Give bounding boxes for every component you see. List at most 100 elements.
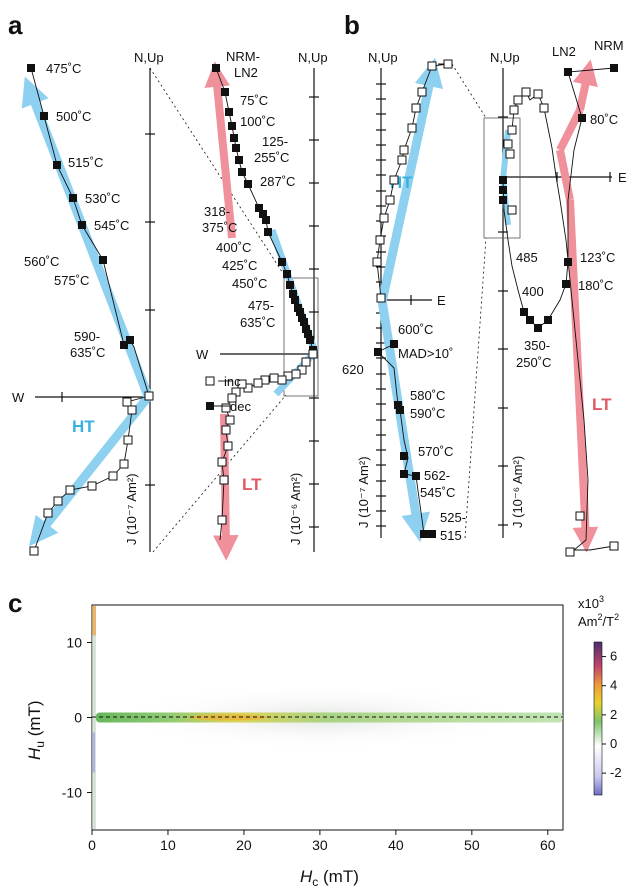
b-left-step-580: 580˚C [410,388,445,403]
zijderveld-a-left: N,Up W HT 475˚C 500˚C 515˚C 530˚C [12,50,164,556]
x-tick-label: 30 [312,837,328,853]
a-right-step-375: 375˚C [202,220,237,235]
a-right-step-100: 100˚C [240,114,275,129]
b-right-ylabel: J (10⁻⁶ Am²) [510,456,525,528]
x-tick-label: 60 [540,837,556,853]
b-zoom-connector-bottom [464,237,487,539]
b-left-nup-label: N,Up [368,50,398,65]
a-left-ht-fit-down [29,394,152,547]
a-right-nup-label: N,Up [298,50,328,65]
a-left-step-590: 590- [74,329,100,344]
a-left-nup-label: N,Up [134,50,164,65]
panel-label-c: c [8,588,22,618]
colorbar-tick-label: -2 [610,765,622,780]
panel-label-b: b [344,10,360,40]
a-left-dec-points [27,64,134,349]
colorbar [593,641,603,796]
y-tick-label: 10 [66,635,82,651]
a-right-step-ln2: LN2 [234,65,258,80]
a-left-step-545: 545˚C [94,218,129,233]
b-left-dec-path [377,343,432,535]
colorbar-title-line2: Am2/T2 [578,612,619,629]
b-right-zoom-box [483,117,521,239]
zijderveld-b-right: N,Up E LT LN2 NR [483,38,627,557]
a-right-step-75: 75˚C [240,93,268,108]
b-right-step-ln2: LN2 [552,44,576,59]
b-left-ht-fit-up [377,57,444,303]
x-tick-label: 20 [236,837,252,853]
b-right-lt-fit-down [566,199,599,553]
b-left-step-525: 525- [440,510,466,525]
density-left-edge-negative [92,732,95,773]
a-right-step-425: 425˚C [222,258,257,273]
a-left-ht-label: HT [72,417,95,436]
density-left-edge [92,635,96,829]
b-right-step-180: 180˚C [578,278,613,293]
b-left-ticks [376,83,412,527]
b-right-nup-label: N,Up [490,50,520,65]
a-right-step-450: 450˚C [232,276,267,291]
a-right-step-125: 125- [262,134,288,149]
b-left-step-600: 600˚C [398,322,433,337]
colorbar-tick-label: 4 [610,678,617,693]
a-left-step-560: 560˚C [24,254,59,269]
a-left-step-575: 575˚C [54,273,89,288]
b-left-step-545: 545˚C [420,485,455,500]
colorbar-tick-label: 6 [610,649,617,664]
b-left-inc-points [372,59,453,303]
a-right-ticks [309,96,319,528]
b-right-lt-fit-up [572,59,598,111]
colorbar-tick-label: 0 [610,736,617,751]
a-right-lt-label: LT [242,475,262,494]
a-zoom-connector-top [149,67,287,279]
panel-label-a: a [8,10,23,40]
heatmap-x-ticks: 0 10 20 30 40 50 60 [88,830,556,853]
b-right-step-250: 250˚C [516,355,551,370]
zijderveld-a-right: N,Up W LT [196,49,328,561]
a-left-w-label: W [12,390,25,405]
a-right-step-400: 400˚C [216,240,251,255]
forc-heatmap: 0 10 20 30 40 50 60 100-10 Hc (mT) Hu (mT) 642… [25,594,622,889]
x-tick-label: 50 [464,837,480,853]
a-zoom-connector-bottom [152,394,287,553]
a-right-step-287: 287˚C [260,174,295,189]
b-right-dec-points [499,64,618,332]
a-right-step-635: 635˚C [240,315,275,330]
b-right-inc-points [503,87,619,557]
b-right-step-485: 485 [516,250,538,265]
b-left-step-labels: 600˚C MAD>10˚ 620 580˚C 590˚C 570˚C 562-… [342,322,466,543]
b-right-step-400: 400 [522,284,544,299]
y-tick-label: -10 [62,785,82,801]
colorbar-ticks: 6 4 2 0 -2 [602,649,622,780]
y-tick-label: 0 [74,710,82,726]
b-left-step-590: 590˚C [410,406,445,421]
a-left-ylabel: J (10⁻⁷ Am²) [124,473,139,545]
density-left-edge-top [92,606,96,636]
zijderveld-b-left: N,Up E HT 600˚C MAD>10˚ 620 5 [342,50,466,543]
b-right-step-80: 80˚C [590,112,618,127]
colorbar-tick-label: 2 [610,707,617,722]
heatmap-ylabel: Hu (mT) [25,700,47,760]
heatmap-xlabel: Hc (mT) [300,867,359,889]
b-right-step-350: 350- [524,338,550,353]
b-zoom-connector-top [451,63,487,119]
a-legend: inc dec [205,374,251,414]
a-right-step-475: 475- [248,298,274,313]
a-right-step-318: 318- [204,204,230,219]
a-right-zoom-box [283,277,319,397]
b-left-dec-points [374,340,436,538]
b-left-ylabel: J (10⁻⁷ Am²) [356,456,371,528]
b-right-step-labels: LN2 NRM 80˚C 485 400 350- 250˚C 123˚C 18… [516,38,624,370]
b-left-step-620: 620 [342,362,364,377]
a-left-step-475: 475˚C [46,61,81,76]
legend-dec: dec [230,399,251,414]
heatmap-y-ticks: 10 0 -10 [62,635,92,801]
a-right-step-255: 255˚C [254,150,289,165]
a-left-step-635: 635˚C [70,345,105,360]
a-right-lt-fit-up [204,61,236,239]
a-left-step-500: 500˚C [56,109,91,124]
a-right-step-nrm: NRM- [226,49,260,64]
b-right-lt-label: LT [592,395,612,414]
a-right-w-label: W [196,347,209,362]
